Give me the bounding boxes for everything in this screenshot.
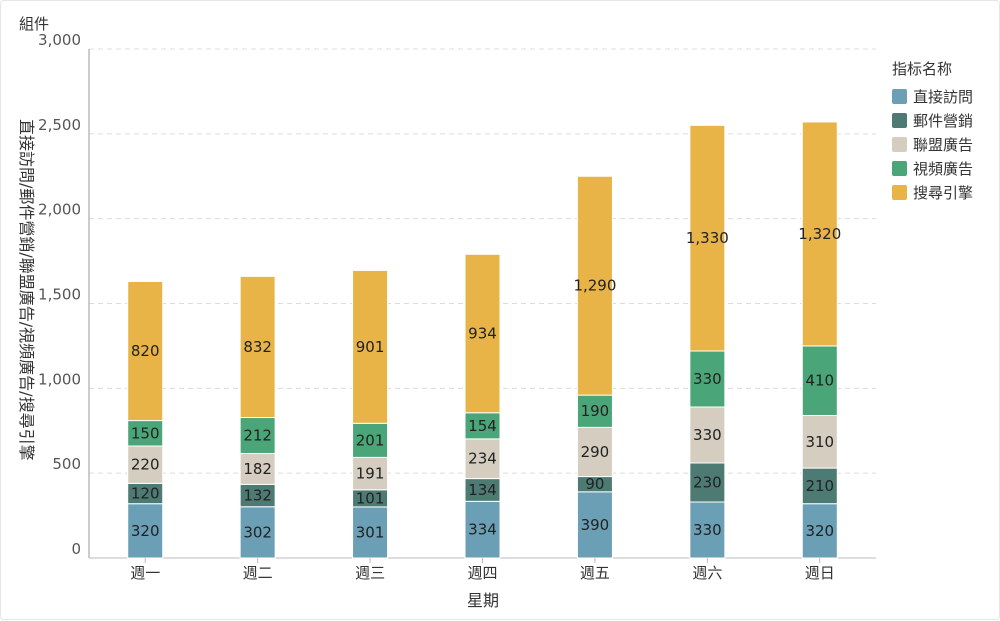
bar-value-label: 230 [693, 473, 722, 491]
x-tick-label: 週日 [805, 564, 835, 582]
legend-item[interactable]: 郵件營銷 [892, 112, 973, 130]
bar-segment[interactable] [239, 275, 276, 419]
bar-segment[interactable] [464, 438, 501, 480]
bar-segments: 320 120 220 150 820 302 132 182 212 832 301 101 191 2… [127, 121, 841, 559]
x-tick-label: 週五 [580, 564, 610, 582]
x-axis-title: 星期 [467, 591, 499, 610]
bar-value-label: 934 [468, 325, 497, 343]
x-tick-label: 週二 [243, 564, 273, 582]
bar-segment[interactable] [127, 503, 164, 559]
bar-segment[interactable] [464, 500, 501, 559]
y-tick-label: 2,500 [38, 116, 81, 134]
bar-value-label: 90 [585, 475, 604, 493]
bar-value-label: 101 [356, 489, 385, 507]
bar-segment[interactable] [352, 456, 389, 491]
bar-value-label: 182 [243, 460, 272, 478]
legend-swatch [892, 161, 907, 176]
bar-segment[interactable] [127, 280, 164, 422]
x-tick-label: 週四 [467, 564, 497, 582]
y-tick-label: 500 [52, 455, 81, 473]
bar-segment[interactable] [801, 414, 838, 469]
bar-segment[interactable] [801, 467, 838, 505]
y-axis-title: 直接訪問/郵件營銷/聯盟廣告/視頻廣告/搜尋引擎 [17, 119, 36, 461]
bar-value-label: 150 [131, 424, 160, 442]
bar-value-label: 134 [468, 481, 497, 499]
bar-segment[interactable] [464, 253, 501, 414]
legend-title: 指标名称 [892, 60, 952, 78]
bar-value-label: 190 [581, 402, 610, 420]
legend-swatch [892, 89, 907, 104]
x-tick-label: 週一 [130, 564, 160, 582]
bar-value-label: 1,320 [798, 225, 841, 243]
bar-value-label: 210 [805, 477, 834, 495]
legend-label: 郵件營銷 [913, 112, 973, 130]
bar-segment[interactable] [464, 412, 501, 440]
bar-value-label: 334 [468, 521, 497, 539]
bar-segment[interactable] [127, 445, 164, 484]
y-tick-label: 0 [71, 540, 81, 558]
bar-segment[interactable] [239, 417, 276, 454]
bar-value-label: 901 [356, 338, 385, 356]
legend-item[interactable]: 搜尋引擎 [892, 184, 973, 202]
bar-value-label: 154 [468, 417, 497, 435]
legend-item[interactable]: 視頻廣告 [892, 160, 973, 178]
legend-swatch [892, 113, 907, 128]
bar-value-label: 290 [581, 443, 610, 461]
y-tick-label: 2,000 [38, 201, 81, 219]
bar-value-label: 330 [693, 370, 722, 388]
bar-segment[interactable] [801, 345, 838, 416]
legend-item[interactable]: 聯盟廣告 [892, 136, 973, 154]
legend-label: 直接訪問 [913, 88, 973, 106]
bar-value-label: 330 [693, 521, 722, 539]
bar-segment[interactable] [352, 269, 389, 424]
bar-segment[interactable] [239, 506, 276, 559]
bar-segment[interactable] [352, 506, 389, 559]
legend-swatch [892, 185, 907, 200]
bar-segment[interactable] [127, 420, 164, 447]
bar-value-label: 120 [131, 485, 160, 503]
bar-value-label: 212 [243, 427, 272, 445]
legend-label: 聯盟廣告 [913, 136, 973, 154]
bar-segment[interactable] [689, 124, 726, 352]
bar-value-label: 132 [243, 487, 272, 505]
bar-value-label: 301 [356, 523, 385, 541]
bar-value-label: 302 [243, 523, 272, 541]
legend-swatch [892, 137, 907, 152]
bar-value-label: 191 [356, 465, 385, 483]
bar-segment[interactable] [801, 503, 838, 559]
panel-title: 組件 [19, 15, 50, 33]
legend-label: 搜尋引擎 [913, 184, 973, 202]
x-tick-label: 週三 [355, 564, 385, 582]
y-tick-label: 3,000 [38, 31, 81, 49]
bar-value-label: 220 [131, 456, 160, 474]
y-axis-ticks: 0 500 1,000 1,500 2,000 2,500 3,000 [38, 31, 81, 558]
bar-segment[interactable] [689, 350, 726, 408]
legend-label: 視頻廣告 [913, 160, 973, 178]
bar-value-label: 330 [693, 426, 722, 444]
x-axis-ticks: 週一 週二 週三 週四 週五 週六 週日 [130, 558, 835, 582]
bar-segment[interactable] [352, 422, 389, 458]
bar-value-label: 1,290 [573, 277, 616, 295]
bar-value-label: 310 [805, 433, 834, 451]
bar-value-label: 320 [131, 522, 160, 540]
bar-value-label: 1,330 [686, 229, 729, 247]
bar-value-label: 832 [243, 338, 272, 356]
bar-value-label: 410 [805, 372, 834, 390]
legend-item[interactable]: 直接訪問 [892, 88, 973, 106]
y-tick-label: 1,500 [38, 286, 81, 304]
bar-value-label: 390 [581, 516, 610, 534]
bar-segment[interactable] [689, 406, 726, 464]
bar-segment[interactable] [576, 175, 613, 396]
bar-value-label: 234 [468, 450, 497, 468]
bar-segment[interactable] [239, 452, 276, 485]
bar-segment[interactable] [801, 121, 838, 347]
x-tick-label: 週六 [692, 564, 722, 582]
bar-value-label: 201 [356, 431, 385, 449]
bar-value-label: 820 [131, 342, 160, 360]
y-tick-label: 1,000 [38, 370, 81, 388]
bar-value-label: 320 [805, 522, 834, 540]
